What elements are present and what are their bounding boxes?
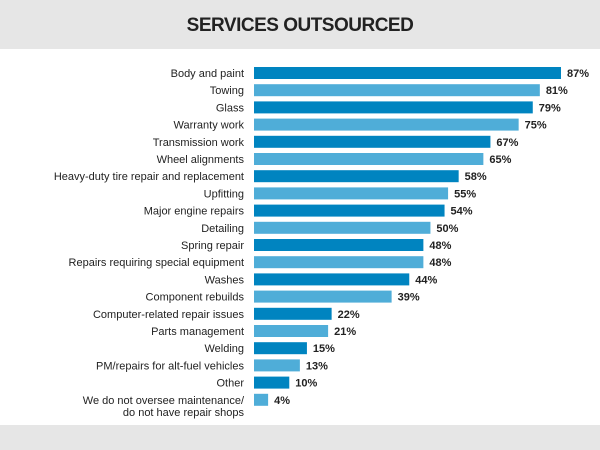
data-label: 21%: [334, 326, 356, 338]
chart-title: SERVICES OUTSOURCED: [186, 15, 414, 36]
category-label: Major engine repairs: [144, 206, 245, 218]
bar: [254, 67, 561, 79]
bar: [254, 273, 410, 286]
category-label: Other: [216, 378, 244, 390]
bar: [254, 256, 424, 269]
bar: [254, 135, 491, 148]
bar: [254, 307, 332, 320]
category-label: Computer-related repair issues: [93, 309, 245, 321]
category-label: We do not oversee maintenance/do not hav…: [83, 395, 245, 419]
category-label: Spring repair: [181, 240, 244, 252]
bar: [254, 239, 424, 251]
category-label: Parts management: [151, 326, 244, 338]
category-label: Component rebuilds: [146, 292, 245, 304]
category-label: Washes: [205, 274, 245, 286]
bar: [254, 393, 269, 406]
category-label: Welding: [204, 343, 244, 355]
data-label: 50%: [436, 223, 458, 235]
data-label: 79%: [539, 102, 561, 114]
category-label: Upfitting: [204, 188, 244, 200]
bar: [254, 118, 519, 131]
data-label: 75%: [525, 120, 547, 132]
data-label: 55%: [454, 188, 476, 200]
bar: [254, 221, 431, 234]
data-label: 81%: [546, 85, 568, 97]
data-label: 13%: [306, 360, 328, 372]
bar: [254, 342, 307, 355]
category-label: Wheel alignments: [157, 154, 245, 166]
data-label: 67%: [496, 137, 518, 149]
data-label: 39%: [398, 292, 420, 304]
data-label: 22%: [338, 309, 360, 321]
bar: [254, 101, 533, 114]
data-label: 65%: [489, 154, 511, 166]
category-label: Detailing: [201, 223, 244, 235]
data-label: 10%: [295, 378, 317, 390]
category-label: Heavy-duty tire repair and replacement: [54, 171, 244, 183]
header-band: [0, 0, 600, 49]
data-label: 48%: [429, 257, 451, 269]
category-label: Warranty work: [174, 120, 245, 132]
data-label: 58%: [465, 171, 487, 183]
bar: [254, 170, 459, 183]
category-label: Transmission work: [153, 137, 245, 149]
data-label: 48%: [429, 240, 451, 252]
category-label: Glass: [216, 102, 245, 114]
data-label: 15%: [313, 343, 335, 355]
bar: [254, 290, 392, 303]
bar: [254, 204, 445, 217]
category-label: Repairs requiring special equipment: [69, 257, 244, 269]
bar: [254, 359, 300, 372]
data-label: 87%: [567, 68, 589, 80]
footer-band: [0, 425, 600, 450]
category-label: Towing: [210, 85, 244, 97]
bar: [254, 376, 290, 389]
data-label: 4%: [274, 395, 290, 407]
category-label: Body and paint: [171, 68, 244, 80]
category-label: PM/repairs for alt-fuel vehicles: [96, 360, 244, 372]
bar-chart: Body and paint 87% Towing 81% Glass 79% Warran…: [54, 67, 589, 419]
bar: [254, 325, 329, 337]
data-label: 54%: [451, 206, 473, 218]
bar: [254, 84, 540, 97]
bar: [254, 153, 484, 165]
data-label: 44%: [415, 274, 437, 286]
bar: [254, 187, 449, 200]
